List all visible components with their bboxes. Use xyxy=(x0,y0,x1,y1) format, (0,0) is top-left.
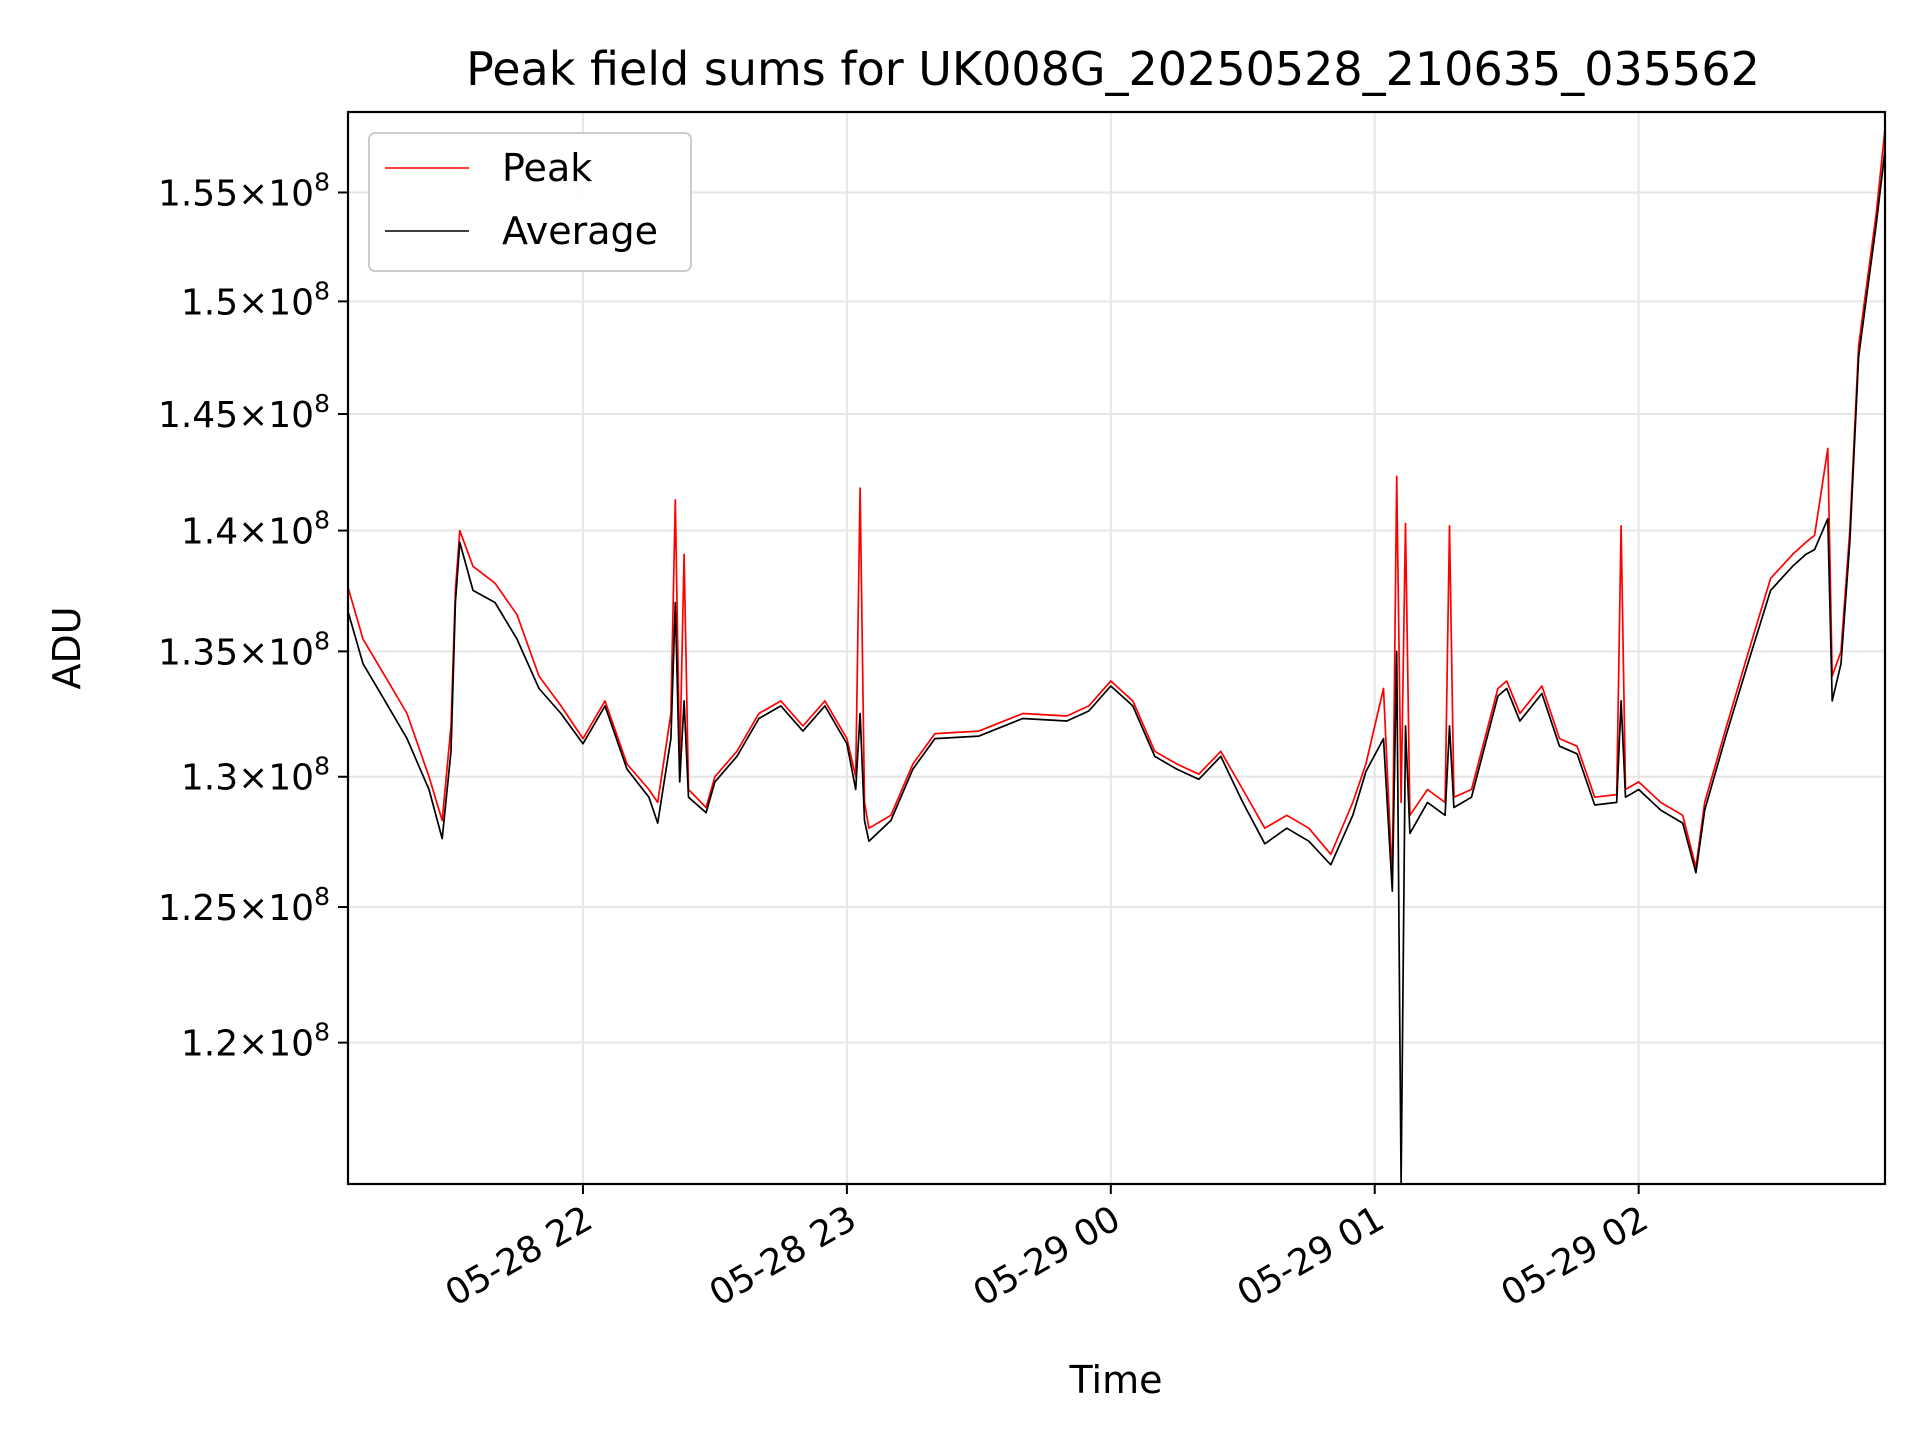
series-layer xyxy=(348,128,1885,1184)
y-tick-label: 1.5×108 xyxy=(181,276,330,323)
y-axis-label: ADU xyxy=(45,606,89,689)
y-tick-label: 1.55×108 xyxy=(158,167,330,214)
x-axis-label: Time xyxy=(1069,1358,1163,1402)
y-tick-label: 1.45×108 xyxy=(158,389,330,436)
legend: Peak Average xyxy=(368,132,692,272)
y-tick-label: 1.3×108 xyxy=(181,752,330,799)
legend-peak-label: Peak xyxy=(502,146,592,190)
y-tick-label: 1.35×108 xyxy=(158,626,330,673)
chart-title: Peak field sums for UK008G_20250528_2106… xyxy=(466,42,1760,96)
plot-frame xyxy=(346,110,1887,1186)
plot-area xyxy=(348,128,1885,1184)
legend-average-label: Average xyxy=(502,209,658,253)
series-peak-line xyxy=(348,128,1885,882)
series-average-line xyxy=(348,149,1885,1184)
y-tick-label: 1.25×108 xyxy=(158,882,330,929)
y-axis: 1.2×108 1.25×108 1.3×108 1.35×108 1.4×108 1.4… xyxy=(158,167,348,1065)
y-tick-label: 1.2×108 xyxy=(181,1018,330,1065)
y-tick-label: 1.4×108 xyxy=(181,506,330,553)
